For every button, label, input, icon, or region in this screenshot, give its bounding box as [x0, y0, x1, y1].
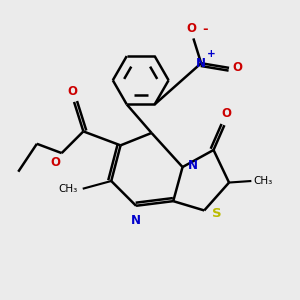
Text: O: O — [187, 22, 197, 35]
Text: O: O — [221, 106, 231, 120]
Text: CH₃: CH₃ — [254, 176, 273, 186]
Text: N: N — [131, 214, 141, 226]
Text: S: S — [212, 207, 222, 220]
Text: N: N — [196, 57, 206, 70]
Text: -: - — [202, 23, 208, 36]
Text: +: + — [207, 49, 216, 58]
Text: CH₃: CH₃ — [58, 184, 77, 194]
Text: N: N — [188, 159, 198, 172]
Text: O: O — [68, 85, 77, 98]
Text: O: O — [233, 61, 243, 74]
Text: O: O — [50, 156, 60, 169]
